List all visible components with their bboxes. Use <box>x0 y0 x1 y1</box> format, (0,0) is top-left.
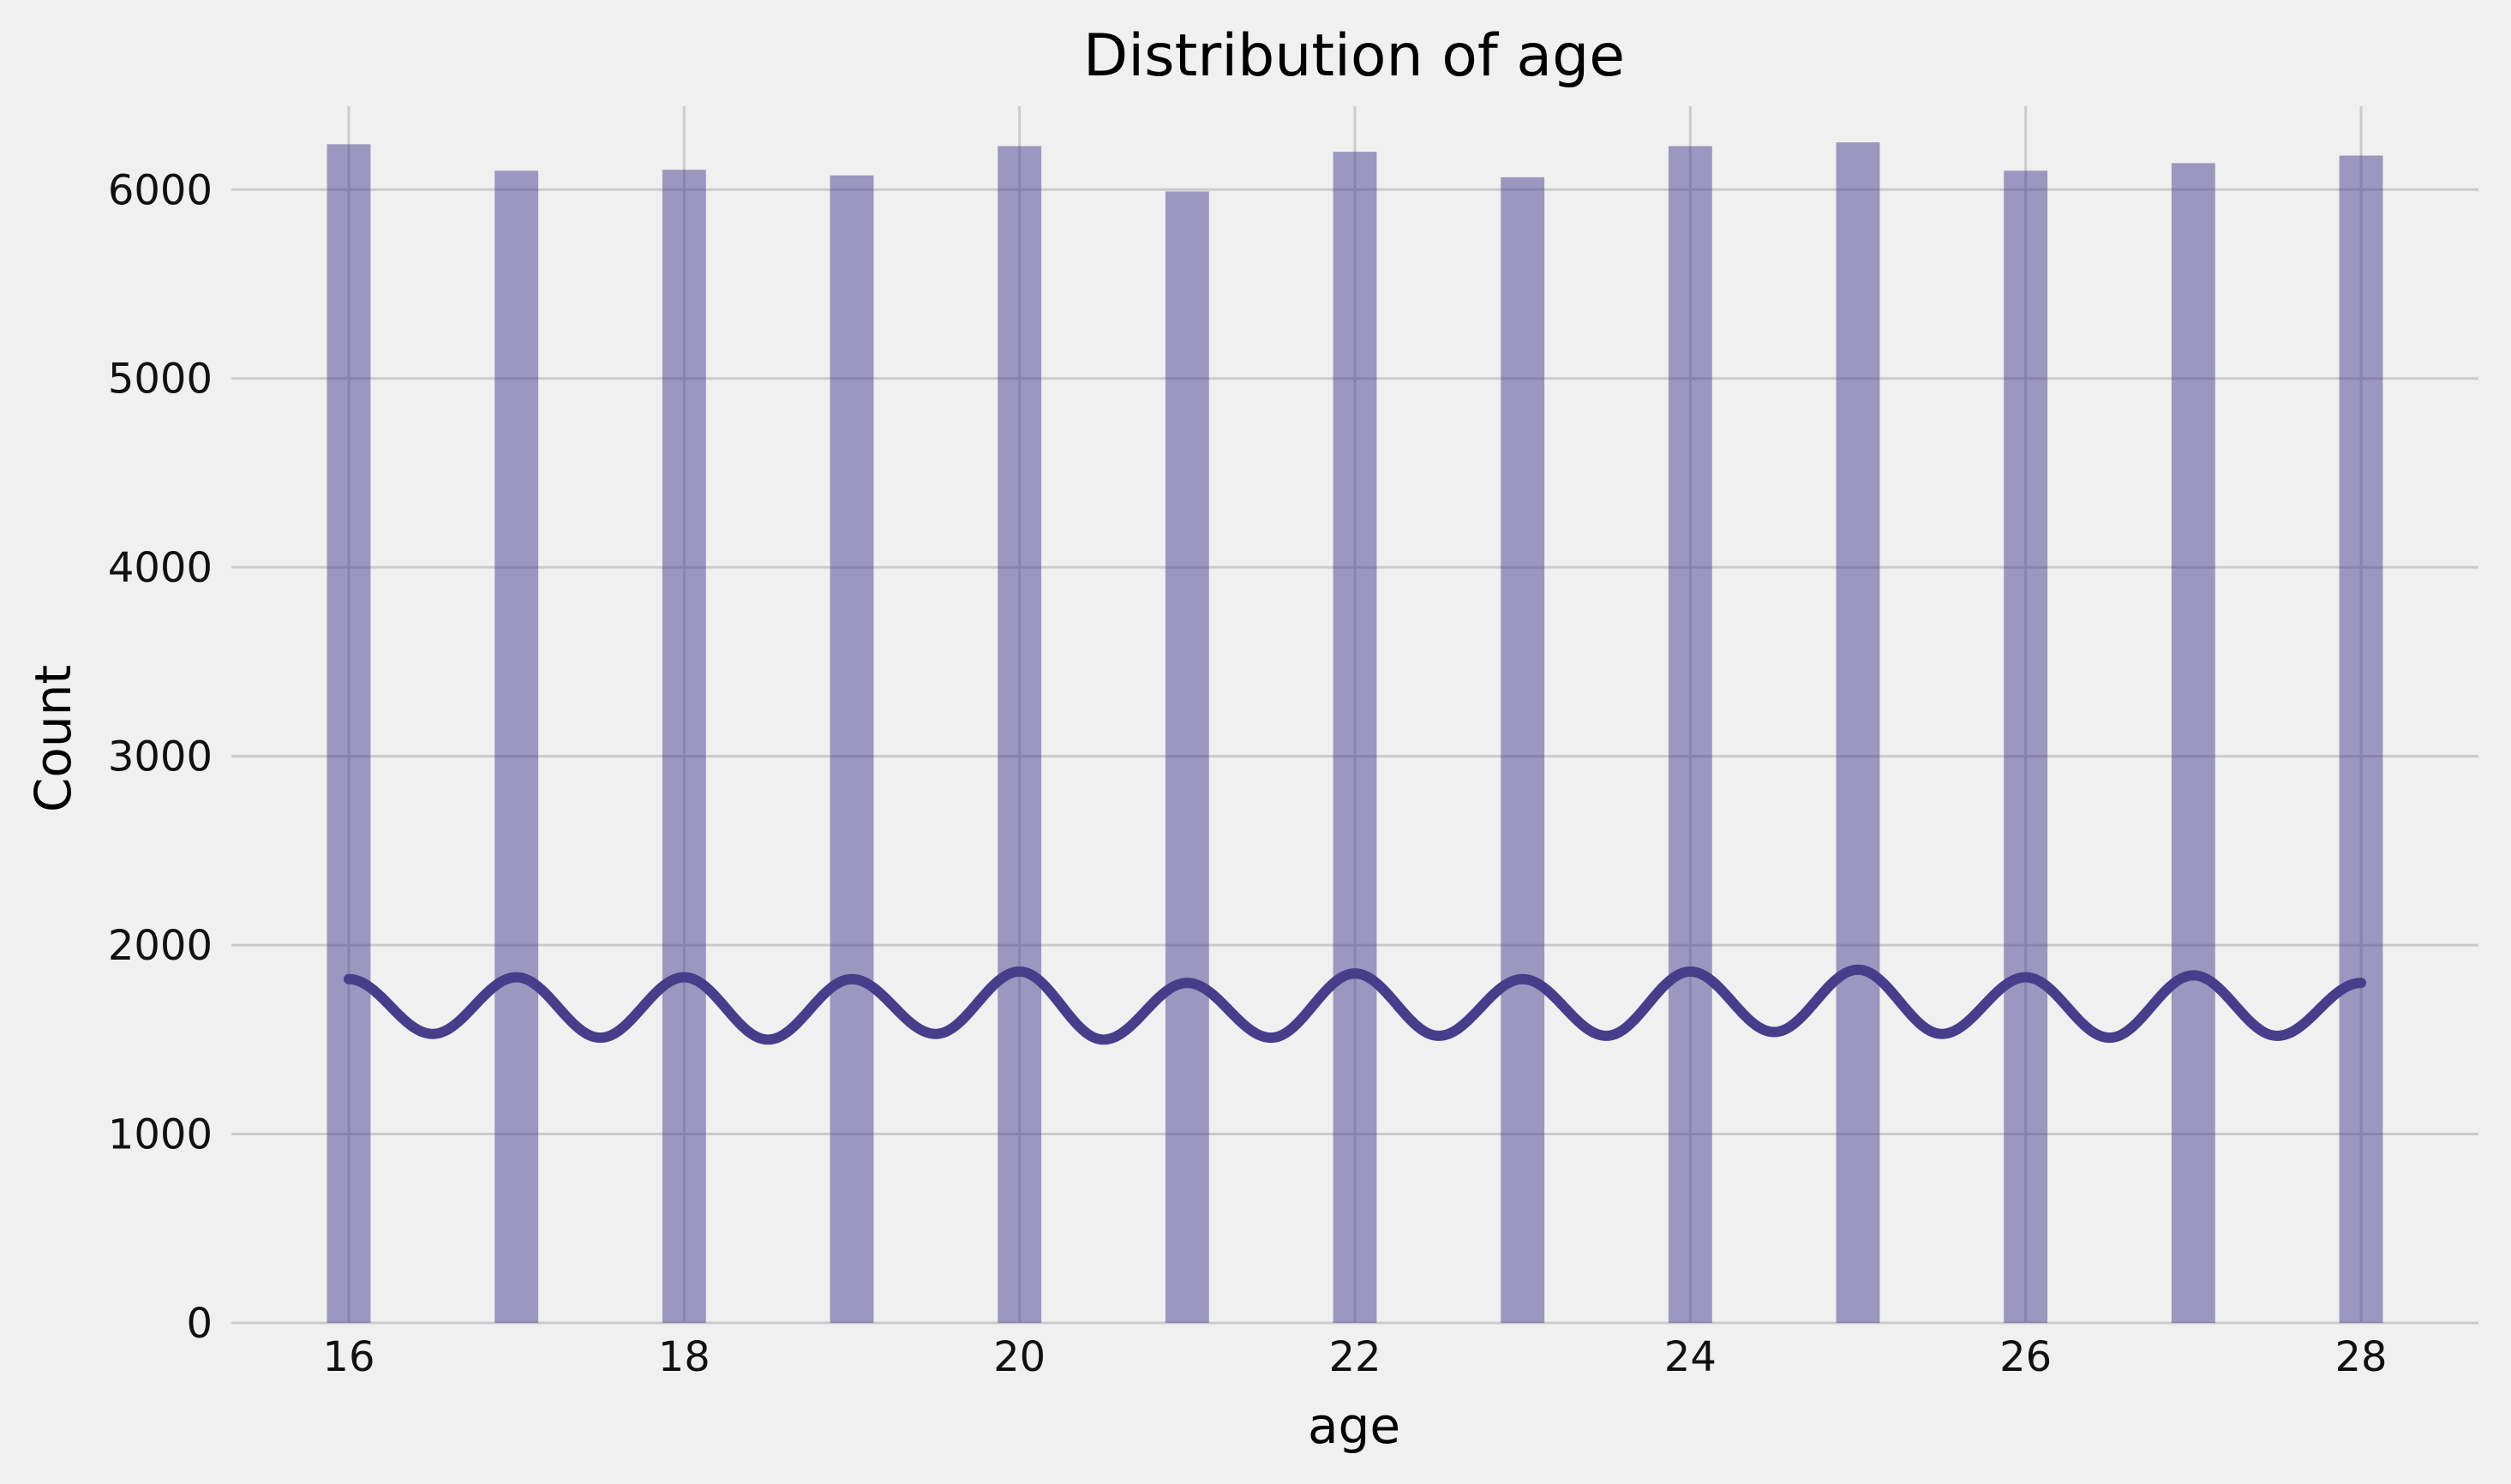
histogram-bar <box>1836 142 1880 1323</box>
x-tick-label: 20 <box>993 1333 1046 1381</box>
histogram-bar <box>2004 171 2048 1324</box>
histogram-bar <box>494 171 539 1324</box>
y-tick-label: 6000 <box>108 166 213 214</box>
histogram-bar <box>662 170 706 1324</box>
y-tick-label: 5000 <box>108 356 213 404</box>
histogram-bar <box>1165 191 1209 1323</box>
x-tick-label: 18 <box>658 1333 710 1381</box>
histogram-bar <box>830 175 874 1324</box>
histogram-bar <box>2171 163 2215 1323</box>
kde-line <box>343 964 2367 1045</box>
histogram-bar <box>1501 177 1545 1324</box>
chart-title: Distribution of age <box>1083 22 1625 90</box>
kde-curve <box>343 964 2367 1045</box>
y-tick-label: 0 <box>186 1300 213 1348</box>
x-tick-label: 26 <box>1999 1333 2052 1381</box>
x-tick-labels: 16 18 20 22 24 26 28 <box>322 1333 2387 1381</box>
y-axis-label: Count <box>24 665 82 812</box>
histogram-bar <box>2339 155 2383 1323</box>
y-tick-label: 3000 <box>108 733 213 781</box>
histogram-bar <box>1333 152 1377 1324</box>
x-tick-label: 24 <box>1664 1333 1717 1381</box>
histogram-bar <box>998 146 1042 1323</box>
x-axis-label: age <box>1308 1397 1400 1455</box>
y-tick-label: 1000 <box>108 1111 213 1159</box>
x-tick-label: 22 <box>1328 1333 1381 1381</box>
y-tick-label: 4000 <box>108 544 213 592</box>
y-tick-label: 2000 <box>108 922 213 970</box>
histogram-bars <box>327 142 2383 1324</box>
histogram-bar <box>1668 146 1712 1323</box>
x-tick-label: 16 <box>322 1333 375 1381</box>
x-tick-label: 28 <box>2334 1333 2387 1381</box>
y-tick-labels: 0 1000 2000 3000 4000 5000 6000 <box>108 166 213 1348</box>
histogram-bar <box>327 144 371 1323</box>
